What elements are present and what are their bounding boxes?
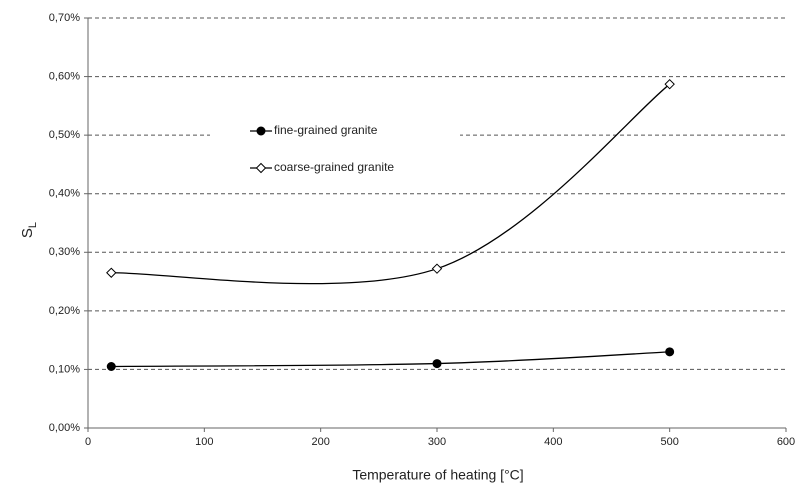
marker [665, 347, 675, 357]
y-tick-label: 0,00% [49, 422, 80, 434]
marker [664, 78, 675, 90]
x-tick-label: 400 [544, 436, 562, 448]
y-tick-label: 0,10% [49, 363, 80, 375]
series-line [111, 351, 670, 368]
x-tick-label: 100 [195, 436, 213, 448]
legend: fine-grained granite coarse-grained grani… [210, 112, 460, 186]
y-axis-label: SL [19, 222, 39, 238]
y-axis-label-subscript: L [27, 222, 39, 228]
x-tick-label: 200 [311, 436, 329, 448]
y-axis-label-group: SL [19, 222, 39, 238]
x-tick-label: 600 [777, 436, 795, 448]
marker [431, 263, 443, 274]
marker [432, 359, 442, 369]
marker [106, 267, 117, 278]
y-tick-label: 0,20% [49, 305, 80, 317]
marker [256, 126, 266, 136]
y-tick-label: 0,50% [49, 129, 80, 141]
y-tick-label: 0,40% [49, 188, 80, 200]
y-axis-label-main: S [19, 228, 36, 238]
x-tick-label: 300 [428, 436, 446, 448]
x-tick-label: 500 [660, 436, 678, 448]
marker [255, 162, 267, 174]
x-tick-label: 0 [85, 436, 91, 448]
legend-background [210, 112, 460, 186]
y-tick-label: 0,30% [49, 246, 80, 258]
legend-label: fine-grained granite [274, 123, 378, 137]
y-tick-label: 0,70% [49, 12, 80, 24]
y-tick-label: 0,60% [49, 70, 80, 82]
marker [106, 362, 116, 371]
legend-label: coarse-grained granite [274, 160, 394, 174]
x-axis-label: Temperature of heating [°C] [352, 467, 523, 483]
